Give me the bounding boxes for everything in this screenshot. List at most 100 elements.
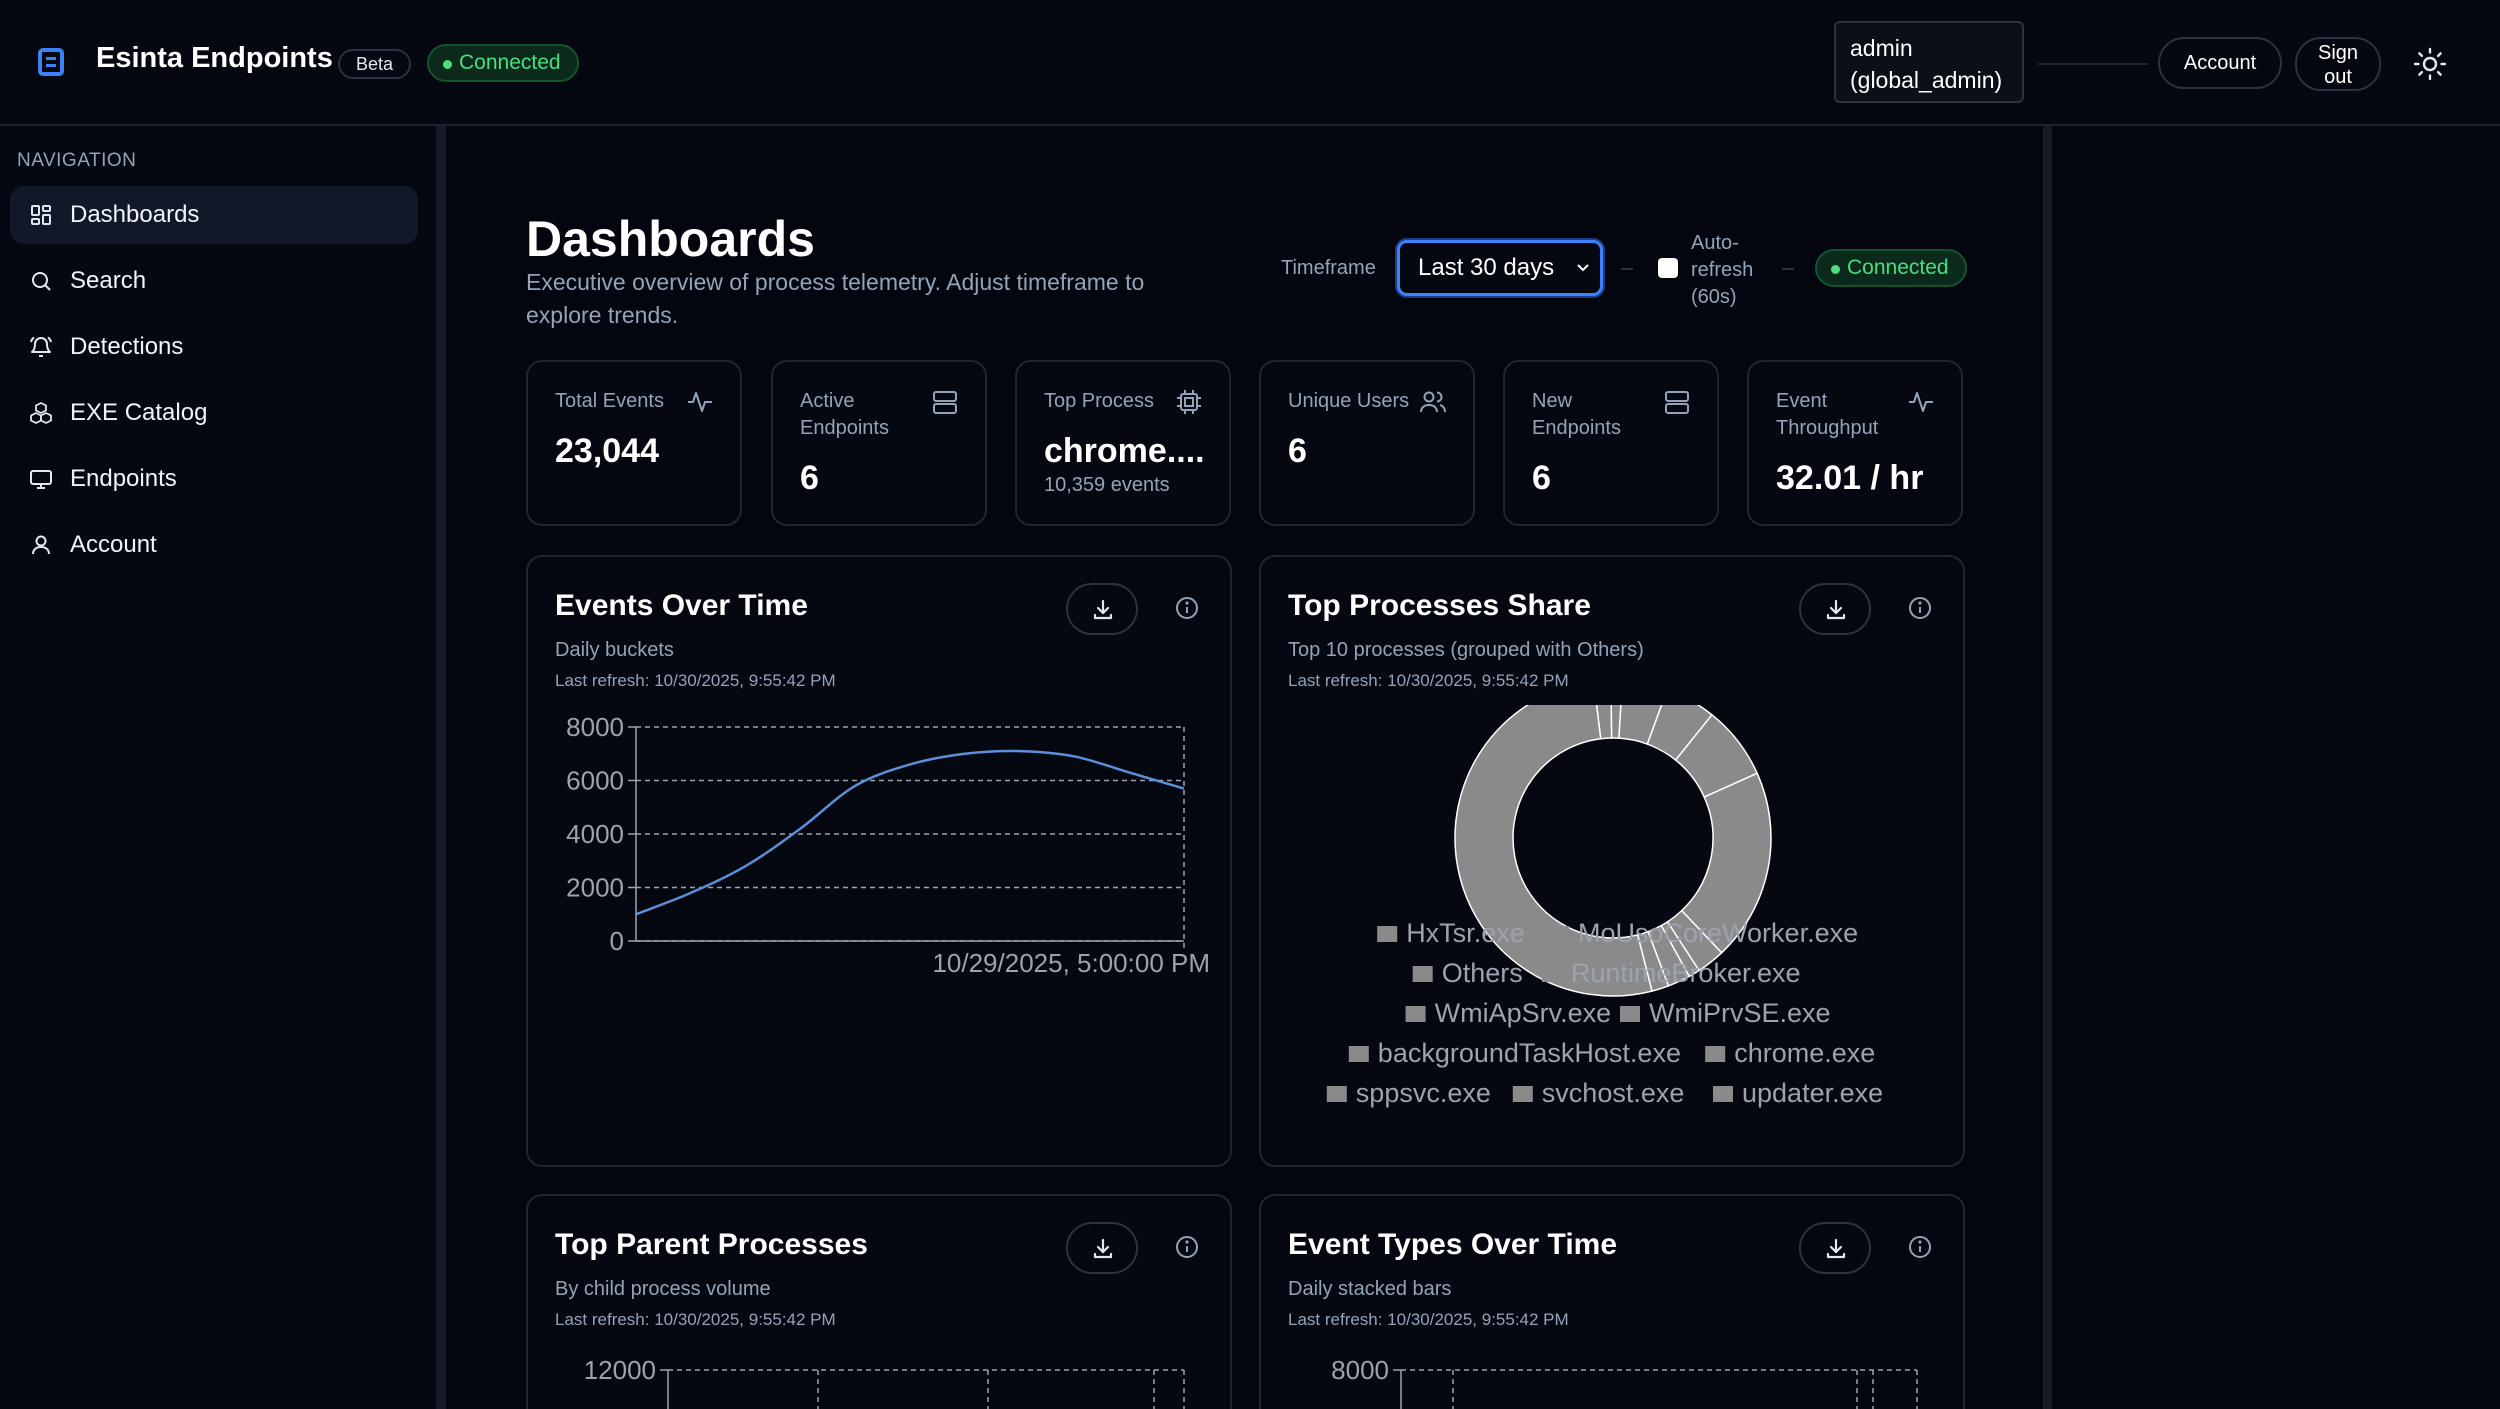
kpi-title-line1: Top Process: [1044, 390, 1155, 412]
download-icon: [1826, 599, 1846, 620]
parent-processes-bar-chart: 12000: [584, 1355, 1185, 1409]
brand-logo-icon: [38, 48, 64, 76]
legend-swatch: [1549, 926, 1569, 942]
chart-card-top-processes-share: Top Processes Share Top 10 processes (gr…: [1259, 555, 1965, 1167]
chart-title: Events Over Time: [555, 589, 808, 622]
users-icon: [1420, 391, 1446, 413]
y-tick-label: 6000: [566, 766, 624, 796]
kpi-title: Total Events: [555, 388, 695, 415]
legend-row: Others RuntimeBroker.exe: [1412, 958, 1801, 988]
legend-label: MoUsoCoreWorker.exe: [1578, 918, 1858, 948]
sidebar-item-detections[interactable]: Detections: [10, 318, 418, 376]
kpi-title-line1: Total Events: [555, 390, 664, 412]
sign-out-button[interactable]: Sign out: [2295, 37, 2381, 91]
sidebar-item-search[interactable]: Search: [10, 252, 418, 310]
download-button[interactable]: [1066, 1222, 1138, 1274]
legend-label: sppsvc.exe: [1356, 1078, 1491, 1108]
chart-card-events-over-time: Events Over Time Daily buckets Last refr…: [526, 555, 1232, 1167]
info-icon[interactable]: [1174, 595, 1200, 621]
legend-label: Others: [1442, 958, 1523, 988]
legend-label: WmiApSrv.exe: [1435, 998, 1612, 1028]
kpi-title-line2: Endpoints: [1532, 417, 1621, 439]
timeframe-select[interactable]: Last 30 days: [1397, 240, 1603, 296]
legend-label: HxTsr.exe: [1406, 918, 1525, 948]
sun-icon[interactable]: [2412, 46, 2448, 82]
main-scrollbar[interactable]: [2043, 126, 2052, 1409]
kpi-subtext: 10,359 events: [1044, 474, 1170, 496]
kpi-value: 6: [800, 459, 819, 497]
legend-row: HxTsr.exe MoUsoCoreWorker.exe: [1377, 918, 1858, 948]
series-line: [635, 749, 1185, 916]
dashboard-icon: [31, 205, 51, 225]
kpi-title-line1: Unique Users: [1288, 390, 1410, 412]
brand-title: Esinta Endpoints: [96, 42, 333, 74]
sidebar-item-label: Search: [70, 267, 147, 294]
legend-row: backgroundTaskHost.exe chrome.exe: [1348, 1038, 1875, 1068]
user-name: admin: [1850, 35, 1913, 61]
donut-slice: [1454, 705, 1653, 997]
chart-last-refresh: Last refresh: 10/30/2025, 9:55:42 PM: [555, 1310, 836, 1329]
sidebar-item-label: Detections: [70, 333, 184, 360]
chart-last-refresh: Last refresh: 10/30/2025, 9:55:42 PM: [1288, 671, 1569, 690]
account-button[interactable]: Account: [2158, 37, 2282, 89]
chart-subtitle: By child process volume: [555, 1278, 771, 1300]
y-tick-label: 2000: [566, 873, 624, 903]
sidebar-item-label: Endpoints: [70, 465, 177, 492]
y-tick-label: 4000: [566, 819, 624, 849]
kpi-value: 6: [1532, 459, 1551, 497]
kpi-title-line1: Event: [1776, 390, 1828, 412]
y-tick-label: 12000: [584, 1355, 656, 1385]
sidebar-item-endpoints[interactable]: Endpoints: [10, 450, 418, 508]
cpu-icon: [1177, 390, 1201, 414]
sidebar-scrollbar[interactable]: [436, 126, 446, 1409]
server-icon: [933, 391, 957, 414]
download-button[interactable]: [1799, 583, 1871, 635]
legend-swatch: [1412, 966, 1433, 982]
info-icon[interactable]: [1174, 1234, 1200, 1260]
info-icon[interactable]: [1907, 595, 1933, 621]
timeframe-value: Last 30 days: [1418, 254, 1555, 281]
auto-refresh-checkbox[interactable]: [1658, 258, 1678, 278]
kpi-title: Unique Users: [1288, 388, 1428, 415]
kpi-card-active-endpoints: Active Endpoints 6: [771, 360, 987, 526]
kpi-title-line2: Endpoints: [800, 417, 889, 439]
chart-title: Top Parent Processes: [555, 1228, 868, 1261]
event-types-stacked-bar-chart: 8000: [1331, 1355, 1918, 1409]
download-icon: [1826, 1238, 1846, 1259]
timeframe-label: Timeframe: [1281, 257, 1376, 279]
page-title: Dashboards: [526, 211, 815, 267]
sidebar-item-label: EXE Catalog: [70, 399, 208, 426]
legend-label: svchost.exe: [1542, 1078, 1685, 1108]
activity-icon: [688, 392, 712, 412]
download-button[interactable]: [1799, 1222, 1871, 1274]
kpi-title: Active Endpoints: [800, 388, 940, 442]
chart-card-event-types-over-time: Event Types Over Time Daily stacked bars…: [1259, 1194, 1965, 1409]
kpi-card-unique-users: Unique Users 6: [1259, 360, 1475, 526]
legend-swatch: [1326, 1086, 1347, 1102]
activity-icon: [1909, 392, 1933, 412]
chart-subtitle: Daily buckets: [555, 639, 674, 661]
sidebar-item-exe-catalog[interactable]: EXE Catalog: [10, 384, 418, 442]
legend-label: updater.exe: [1742, 1078, 1883, 1108]
chart-subtitle: Top 10 processes (grouped with Others): [1288, 639, 1644, 661]
y-tick-label: 8000: [566, 712, 624, 742]
kpi-title-line2: Throughput: [1776, 417, 1879, 439]
kpi-card-total-events: Total Events 23,044: [526, 360, 742, 526]
legend-label: chrome.exe: [1734, 1038, 1875, 1068]
sidebar-item-account[interactable]: Account: [10, 516, 418, 574]
y-tick-label: 8000: [1331, 1355, 1389, 1385]
kpi-title-line1: Active: [800, 390, 855, 412]
chart-last-refresh: Last refresh: 10/30/2025, 9:55:42 PM: [1288, 1310, 1569, 1329]
user-identity: admin (global_admin): [1834, 21, 2024, 103]
connection-status-label: Connected: [1847, 256, 1949, 279]
header-divider: [2038, 63, 2148, 65]
beta-badge: Beta: [338, 49, 412, 79]
legend-swatch: [1348, 1046, 1369, 1062]
download-button[interactable]: [1066, 583, 1138, 635]
chevron-down-icon: [1577, 264, 1589, 272]
legend-row: WmiApSrv.exe WmiPrvSE.exe: [1405, 998, 1831, 1028]
kpi-value: chrome....: [1044, 432, 1205, 470]
sidebar-item-dashboards[interactable]: Dashboards: [10, 186, 418, 244]
legend-row: sppsvc.exe svchost.exe updater.exe: [1326, 1078, 1883, 1108]
info-icon[interactable]: [1907, 1234, 1933, 1260]
